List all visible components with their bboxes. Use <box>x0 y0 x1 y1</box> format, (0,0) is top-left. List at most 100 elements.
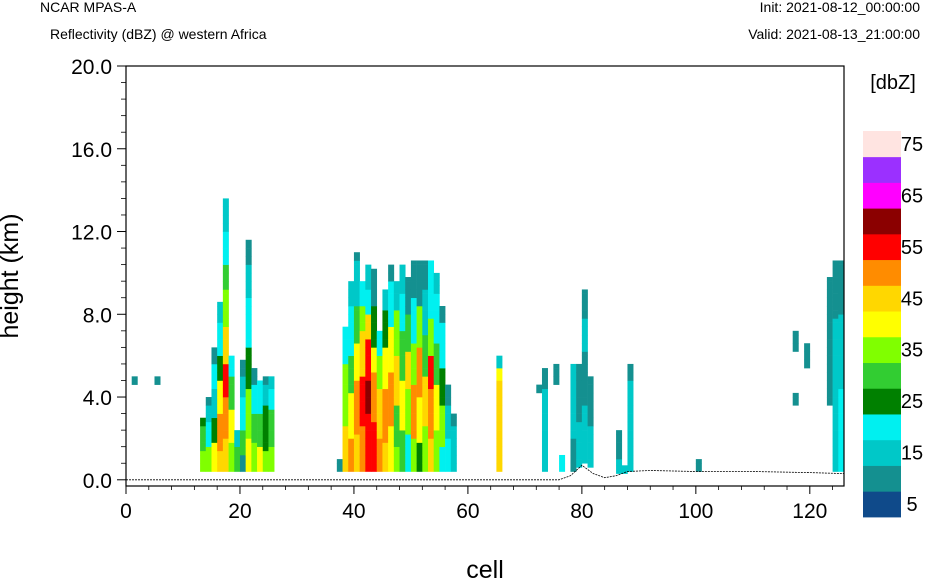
reflectivity-cell <box>405 454 412 464</box>
reflectivity-cell <box>342 426 349 431</box>
reflectivity-cell <box>382 355 389 365</box>
reflectivity-cell <box>222 248 229 257</box>
reflectivity-cell <box>262 397 269 406</box>
reflectivity-cell <box>416 442 423 447</box>
reflectivity-cell <box>388 401 395 410</box>
reflectivity-cell <box>251 413 258 419</box>
reflectivity-cell <box>616 434 623 443</box>
reflectivity-cell <box>371 372 378 381</box>
reflectivity-cell <box>422 463 429 472</box>
reflectivity-cell <box>365 372 372 381</box>
reflectivity-cell <box>359 281 366 290</box>
reflectivity-cell <box>416 401 423 410</box>
reflectivity-cell <box>416 417 423 427</box>
reflectivity-cell <box>428 347 435 356</box>
reflectivity-cell <box>570 438 577 447</box>
reflectivity-cell <box>245 438 252 447</box>
reflectivity-cell <box>393 293 400 303</box>
reflectivity-cell <box>428 260 435 270</box>
reflectivity-cell <box>422 430 429 439</box>
colorbar-label: 75 <box>901 134 923 156</box>
reflectivity-cell <box>359 351 366 361</box>
reflectivity-cell <box>410 359 417 369</box>
reflectivity-cell <box>359 376 366 385</box>
reflectivity-cell <box>410 297 417 303</box>
reflectivity-cell <box>410 281 417 290</box>
reflectivity-cell <box>257 438 264 447</box>
reflectivity-cell <box>587 442 594 452</box>
reflectivity-cell <box>450 463 457 472</box>
reflectivity-cell <box>838 297 845 307</box>
reflectivity-cell <box>388 409 395 419</box>
reflectivity-cell <box>217 442 224 452</box>
reflectivity-cell <box>399 285 406 294</box>
reflectivity-cell <box>627 421 634 431</box>
reflectivity-cell <box>359 438 366 447</box>
reflectivity-cell <box>428 430 435 439</box>
reflectivity-cell <box>365 454 372 464</box>
colorbar-swatch <box>863 439 901 466</box>
reflectivity-cell <box>428 285 435 294</box>
reflectivity-cell <box>832 363 839 373</box>
reflectivity-cell <box>371 421 378 431</box>
reflectivity-cell <box>422 326 429 336</box>
reflectivity-cell <box>405 326 412 336</box>
reflectivity-cell <box>576 442 583 452</box>
reflectivity-cell <box>239 446 246 456</box>
reflectivity-cell <box>382 289 389 294</box>
reflectivity-cell <box>439 306 446 315</box>
reflectivity-cell <box>371 388 378 398</box>
reflectivity-cell <box>405 314 412 319</box>
reflectivity-cell <box>405 306 412 315</box>
reflectivity-cell <box>428 339 435 348</box>
reflectivity-cell <box>365 421 372 431</box>
terrain-line <box>126 464 845 481</box>
reflectivity-cell <box>239 376 246 381</box>
reflectivity-cell <box>342 384 349 394</box>
reflectivity-cell <box>257 405 264 414</box>
reflectivity-cell <box>376 405 383 414</box>
reflectivity-cell <box>245 355 252 365</box>
reflectivity-cell <box>359 359 366 369</box>
reflectivity-cell <box>581 293 588 303</box>
reflectivity-cell <box>217 413 224 419</box>
reflectivity-cell <box>217 322 224 332</box>
reflectivity-cell <box>371 289 378 299</box>
reflectivity-cell <box>399 413 406 423</box>
reflectivity-cell <box>222 388 229 398</box>
reflectivity-cell <box>399 264 406 270</box>
reflectivity-cell <box>581 380 588 390</box>
reflectivity-cell <box>405 392 412 402</box>
reflectivity-cell <box>262 405 269 410</box>
reflectivity-cell <box>262 442 269 452</box>
reflectivity-cell <box>222 397 229 406</box>
reflectivity-cell <box>422 301 429 311</box>
reflectivity-cell <box>371 405 378 414</box>
reflectivity-cell <box>393 322 400 332</box>
colorbar-swatches <box>863 131 901 518</box>
reflectivity-cell <box>245 413 252 423</box>
reflectivity-cell <box>353 426 360 435</box>
reflectivity-cell <box>257 430 264 439</box>
reflectivity-cell <box>428 355 435 365</box>
reflectivity-cell <box>832 421 839 431</box>
reflectivity-cell <box>410 351 417 361</box>
reflectivity-cell <box>587 409 594 419</box>
reflectivity-cell <box>581 351 588 356</box>
reflectivity-cell <box>405 463 412 472</box>
reflectivity-cell <box>200 463 207 472</box>
reflectivity-cell <box>251 405 258 414</box>
reflectivity-cell <box>388 417 395 427</box>
field-description: Reflectivity (dBZ) @ western Africa <box>50 26 267 42</box>
reflectivity-cell <box>342 392 349 402</box>
reflectivity-cell <box>376 413 383 423</box>
reflectivity-cell <box>382 463 389 472</box>
reflectivity-cell <box>405 446 412 456</box>
reflectivity-cell <box>838 281 845 290</box>
reflectivity-cell <box>268 463 275 472</box>
reflectivity-cell <box>439 314 446 323</box>
reflectivity-cell <box>205 446 212 456</box>
reflectivity-cell <box>228 446 235 456</box>
reflectivity-cell <box>257 446 264 456</box>
